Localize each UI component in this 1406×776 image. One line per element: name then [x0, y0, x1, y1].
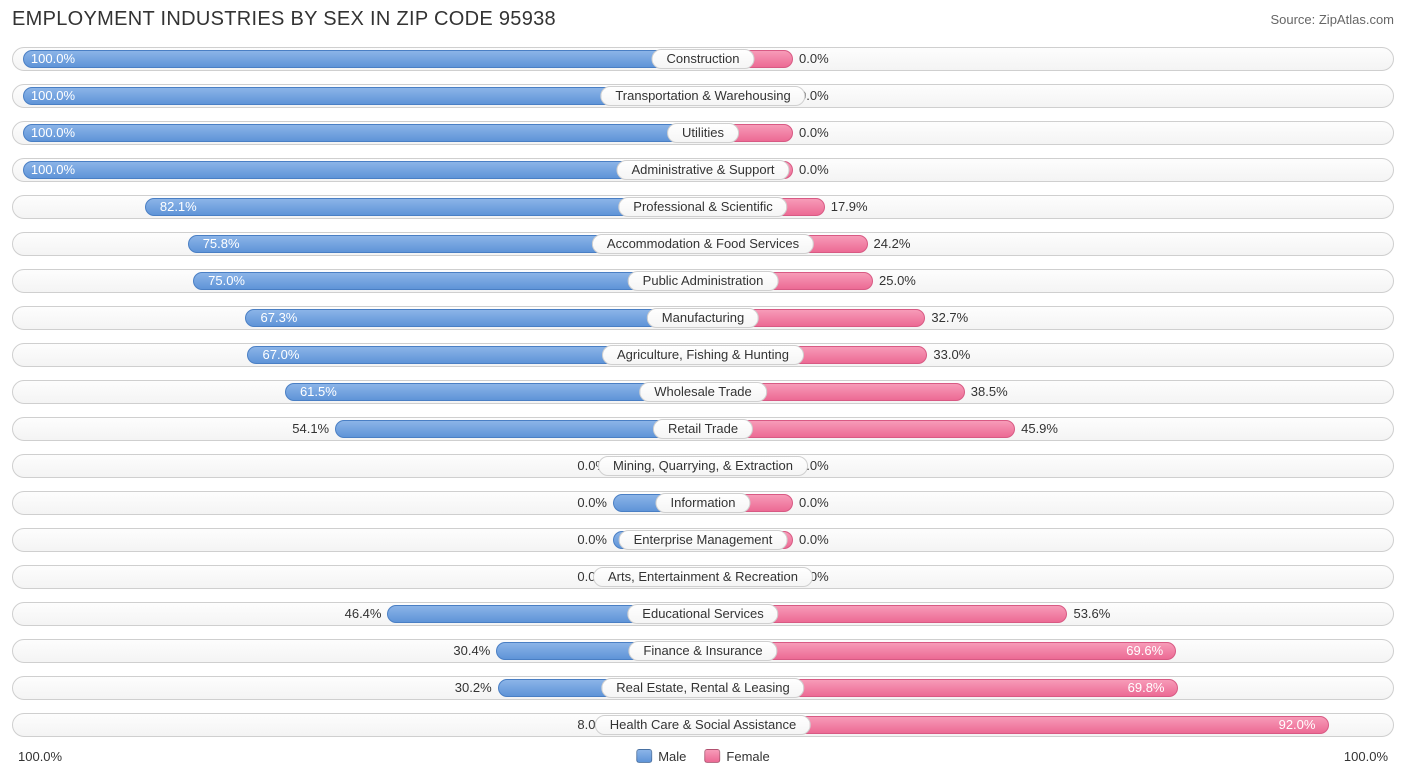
- value-female: 45.9%: [1021, 421, 1058, 436]
- chart-row: Health Care & Social Assistance8.0%92.0%: [12, 707, 1394, 740]
- category-label: Information: [655, 493, 750, 513]
- value-male: 100.0%: [31, 162, 75, 177]
- value-male: 54.1%: [292, 421, 329, 436]
- category-label: Real Estate, Rental & Leasing: [601, 678, 804, 698]
- value-female: 0.0%: [799, 532, 829, 547]
- category-label: Public Administration: [628, 271, 779, 291]
- category-label: Accommodation & Food Services: [592, 234, 814, 254]
- category-label: Finance & Insurance: [628, 641, 777, 661]
- value-female: 0.0%: [799, 51, 829, 66]
- bar-male: [23, 161, 703, 179]
- category-label: Administrative & Support: [616, 160, 789, 180]
- category-label: Manufacturing: [647, 308, 759, 328]
- value-female: 53.6%: [1073, 606, 1110, 621]
- chart-row: Real Estate, Rental & Leasing 30.2% 69.8%: [12, 670, 1394, 703]
- legend-female: Female: [704, 749, 769, 764]
- value-male: 30.2%: [455, 680, 492, 695]
- chart-row: Professional & Scientific 82.1% 17.9%: [12, 189, 1394, 222]
- category-label: Health Care & Social Assistance: [595, 715, 811, 735]
- chart-title: EMPLOYMENT INDUSTRIES BY SEX IN ZIP CODE…: [12, 8, 556, 31]
- value-female: 38.5%: [971, 384, 1008, 399]
- chart-footer: 100.0% Male Female 100.0%: [12, 744, 1394, 768]
- legend-male: Male: [636, 749, 686, 764]
- bar-male: [193, 272, 703, 290]
- value-female: 17.9%: [831, 199, 868, 214]
- value-male: 100.0%: [31, 51, 75, 66]
- bar-male: [245, 309, 703, 327]
- value-female: 33.0%: [933, 347, 970, 362]
- category-label: Enterprise Management: [619, 530, 788, 550]
- value-male: 0.0%: [577, 532, 607, 547]
- axis-label-left: 100.0%: [18, 749, 62, 764]
- value-male: 67.0%: [263, 347, 300, 362]
- chart-row: Mining, Quarrying, & Extraction0.0%0.0%: [12, 448, 1394, 481]
- value-female: 0.0%: [799, 125, 829, 140]
- value-male: 75.8%: [203, 236, 240, 251]
- value-male: 100.0%: [31, 88, 75, 103]
- value-male: 46.4%: [345, 606, 382, 621]
- chart-row: Transportation & Warehousing100.0%0.0%: [12, 78, 1394, 111]
- value-male: 75.0%: [208, 273, 245, 288]
- value-female: 69.6%: [1126, 643, 1163, 658]
- legend-male-label: Male: [658, 749, 686, 764]
- category-label: Retail Trade: [653, 419, 753, 439]
- axis-label-right: 100.0%: [1344, 749, 1388, 764]
- category-label: Professional & Scientific: [618, 197, 787, 217]
- category-label: Transportation & Warehousing: [600, 86, 805, 106]
- legend-female-label: Female: [726, 749, 769, 764]
- swatch-female: [704, 749, 720, 763]
- chart-header: EMPLOYMENT INDUSTRIES BY SEX IN ZIP CODE…: [12, 8, 1394, 31]
- bar-male: [23, 124, 703, 142]
- swatch-male: [636, 749, 652, 763]
- legend: Male Female: [636, 749, 770, 764]
- chart-row: Utilities 100.0% 0.0%: [12, 115, 1394, 148]
- chart-row: Public Administration 75.0% 25.0%: [12, 263, 1394, 296]
- chart-source: Source: ZipAtlas.com: [1270, 12, 1394, 27]
- chart-row: Wholesale Trade 61.5% 38.5%: [12, 374, 1394, 407]
- chart-row: Agriculture, Fishing & Hunting 67.0% 33.0%: [12, 337, 1394, 370]
- value-female: 0.0%: [799, 495, 829, 510]
- value-female: 24.2%: [874, 236, 911, 251]
- chart-row: Educational Services 46.4% 53.6%: [12, 596, 1394, 629]
- value-male: 61.5%: [300, 384, 337, 399]
- category-label: Utilities: [667, 123, 739, 143]
- value-male: 0.0%: [577, 495, 607, 510]
- chart-row: Enterprise Management 0.0% 0.0%: [12, 522, 1394, 555]
- diverging-bar-chart: Construction 100.0% 0.0% Transportation & W…: [12, 41, 1394, 740]
- category-label: Wholesale Trade: [639, 382, 767, 402]
- chart-row: Manufacturing 67.3% 32.7%: [12, 300, 1394, 333]
- chart-row: Administrative & Support 100.0% 0.0%: [12, 152, 1394, 185]
- value-female: 25.0%: [879, 273, 916, 288]
- value-male: 67.3%: [261, 310, 298, 325]
- value-female: 0.0%: [799, 162, 829, 177]
- chart-row: Information 0.0% 0.0%: [12, 485, 1394, 518]
- value-female: 69.8%: [1128, 680, 1165, 695]
- value-male: 30.4%: [453, 643, 490, 658]
- value-female: 92.0%: [1279, 717, 1316, 732]
- chart-row: Finance & Insurance 30.4% 69.6%: [12, 633, 1394, 666]
- category-label: Educational Services: [627, 604, 778, 624]
- chart-row: Construction 100.0% 0.0%: [12, 41, 1394, 74]
- value-female: 32.7%: [931, 310, 968, 325]
- value-male: 100.0%: [31, 125, 75, 140]
- value-male: 82.1%: [160, 199, 197, 214]
- chart-row: Arts, Entertainment & Recreation0.0%0.0%: [12, 559, 1394, 592]
- chart-row: Retail Trade 54.1% 45.9%: [12, 411, 1394, 444]
- bar-male: [335, 420, 703, 438]
- category-label: Agriculture, Fishing & Hunting: [602, 345, 804, 365]
- bar-male: [23, 50, 703, 68]
- category-label: Construction: [652, 49, 755, 69]
- chart-row: Accommodation & Food Services 75.8% 24.2%: [12, 226, 1394, 259]
- category-label: Mining, Quarrying, & Extraction: [598, 456, 808, 476]
- category-label: Arts, Entertainment & Recreation: [593, 567, 813, 587]
